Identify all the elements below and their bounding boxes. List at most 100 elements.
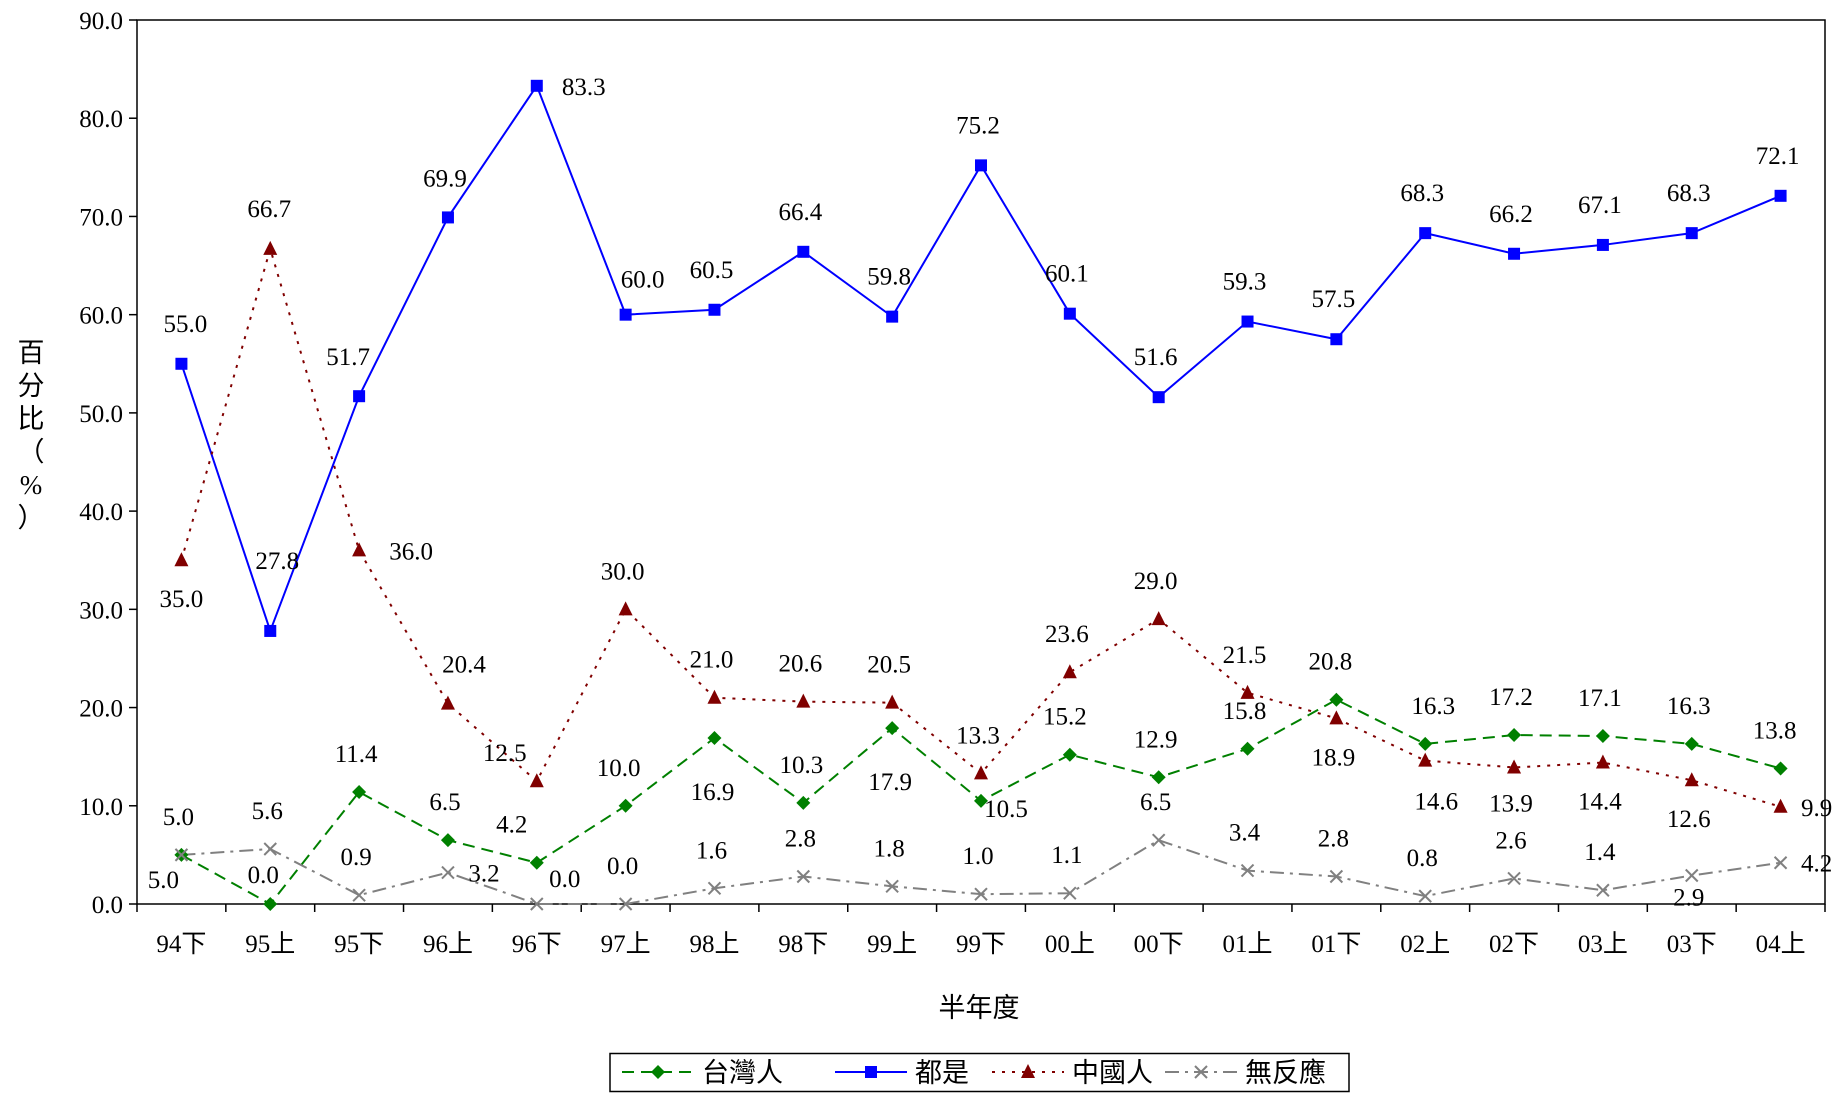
data-point bbox=[1507, 871, 1521, 886]
data-point bbox=[441, 211, 454, 224]
data-label: 29.0 bbox=[1134, 568, 1178, 595]
data-point bbox=[1151, 611, 1166, 626]
data-label: 23.6 bbox=[1045, 621, 1089, 648]
data-label: 20.8 bbox=[1308, 649, 1352, 676]
legend-label: 台灣人 bbox=[702, 1058, 783, 1088]
data-label: 20.5 bbox=[867, 652, 911, 679]
marker-stroke bbox=[1063, 886, 1077, 900]
data-point bbox=[1418, 736, 1433, 751]
data-point bbox=[1595, 754, 1610, 769]
marker-stroke bbox=[1194, 1065, 1208, 1079]
y-tick-label: 50.0 bbox=[79, 401, 123, 428]
data-point bbox=[1329, 869, 1344, 884]
data-point bbox=[707, 689, 722, 704]
x-tick-label: 97上 bbox=[601, 930, 651, 958]
marker-stroke bbox=[1507, 871, 1521, 886]
data-label: 2.9 bbox=[1673, 885, 1704, 912]
data-point bbox=[1062, 664, 1077, 679]
marker-stroke bbox=[1418, 889, 1432, 903]
data-point bbox=[263, 842, 277, 856]
data-point bbox=[885, 694, 900, 709]
x-tick-label: 03上 bbox=[1578, 930, 1628, 958]
marker-stroke bbox=[263, 842, 277, 856]
x-tick-label: 99下 bbox=[956, 931, 1006, 958]
data-point bbox=[707, 731, 722, 746]
x-tick-label: 96下 bbox=[512, 931, 562, 958]
data-label: 66.2 bbox=[1489, 201, 1533, 228]
legend-entry-1: 都是 bbox=[835, 1058, 969, 1088]
data-label: 20.4 bbox=[442, 652, 486, 679]
x-tick-label: 95下 bbox=[334, 931, 384, 958]
marker-stroke bbox=[618, 897, 633, 911]
x-tick-label: 99上 bbox=[867, 930, 917, 958]
legend-label: 中國人 bbox=[1072, 1058, 1153, 1088]
data-label: 14.6 bbox=[1414, 789, 1458, 816]
y-tick-label: 80.0 bbox=[79, 106, 123, 133]
data-point bbox=[1596, 238, 1609, 251]
y-tick-label: 40.0 bbox=[79, 499, 123, 526]
y-axis-title-char: 分 bbox=[18, 371, 45, 401]
data-label: 2.8 bbox=[785, 825, 816, 852]
data-label: 5.6 bbox=[252, 798, 283, 825]
data-label: 21.5 bbox=[1223, 642, 1267, 669]
data-point bbox=[1330, 333, 1343, 346]
data-point bbox=[1063, 307, 1076, 320]
x-tick-label: 02下 bbox=[1489, 931, 1539, 958]
data-point bbox=[440, 695, 455, 710]
data-point bbox=[352, 542, 367, 557]
data-point bbox=[974, 765, 988, 780]
data-point bbox=[974, 793, 988, 808]
data-point bbox=[1684, 772, 1699, 787]
x-tick-label: 01上 bbox=[1223, 930, 1273, 958]
data-point bbox=[975, 159, 987, 172]
data-label: 69.9 bbox=[423, 165, 467, 192]
data-label: 68.3 bbox=[1400, 180, 1444, 207]
legend-entry-0: 台灣人 bbox=[622, 1058, 783, 1088]
x-axis: 94下 95上 95下 96上 96下 97上 98上 98下 99上 99下 00上 00下 01上 0… bbox=[136, 904, 1826, 958]
data-point bbox=[1773, 798, 1788, 813]
marker-stroke bbox=[441, 865, 455, 880]
y-axis-title: 百分比（%） bbox=[18, 338, 45, 533]
x-tick-label: 98上 bbox=[689, 930, 739, 958]
y-axis-title-char: ） bbox=[18, 503, 45, 533]
data-label: 1.6 bbox=[696, 837, 727, 864]
data-label: 10.0 bbox=[597, 755, 641, 782]
data-label: 20.6 bbox=[778, 651, 822, 678]
data-label: 66.4 bbox=[778, 199, 822, 226]
data-point bbox=[619, 308, 632, 321]
data-point bbox=[1418, 752, 1433, 767]
data-point bbox=[1063, 886, 1077, 900]
legend-marker bbox=[865, 1066, 877, 1078]
legend-marker bbox=[651, 1065, 665, 1079]
data-labels: 5.0 0.0 11.4 6.5 4.2 10.0 16.9 10.3 17.9 10.5 15.2… bbox=[148, 74, 1832, 912]
data-point bbox=[529, 855, 544, 870]
data-label: 16.3 bbox=[1667, 693, 1711, 720]
legend-entry-2: 中國人 bbox=[992, 1058, 1153, 1088]
data-point bbox=[1685, 868, 1699, 883]
data-point bbox=[885, 721, 900, 736]
legend-marker bbox=[1021, 1064, 1035, 1078]
data-point bbox=[796, 693, 811, 708]
y-tick-label: 0.0 bbox=[92, 892, 123, 919]
data-label: 15.2 bbox=[1043, 704, 1087, 731]
data-label: 57.5 bbox=[1311, 286, 1355, 313]
data-point bbox=[1240, 863, 1255, 878]
data-point bbox=[1774, 189, 1787, 202]
data-label: 12.9 bbox=[1134, 726, 1178, 753]
data-label: 67.1 bbox=[1578, 192, 1622, 219]
data-label: 59.8 bbox=[867, 264, 911, 291]
data-label: 36.0 bbox=[389, 538, 433, 565]
data-point bbox=[1151, 770, 1166, 785]
y-tick-label: 10.0 bbox=[79, 794, 123, 821]
data-label: 16.9 bbox=[691, 779, 735, 806]
data-label: 68.3 bbox=[1667, 180, 1711, 207]
data-label: 1.8 bbox=[874, 835, 905, 862]
marker-stroke bbox=[1240, 863, 1255, 878]
data-point bbox=[352, 888, 366, 902]
data-label: 0.0 bbox=[607, 853, 638, 880]
data-label: 0.0 bbox=[248, 862, 279, 889]
data-label: 4.2 bbox=[1801, 851, 1832, 878]
data-label: 51.6 bbox=[1134, 344, 1178, 371]
x-tick-label: 03下 bbox=[1667, 931, 1717, 958]
